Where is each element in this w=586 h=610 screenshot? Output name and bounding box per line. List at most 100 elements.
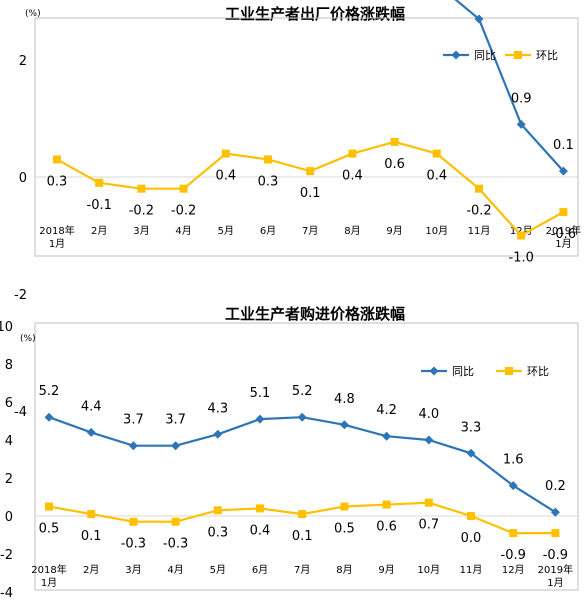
chart-title: 工业生产者购进价格涨跌幅 [225,305,405,323]
data-label: 0.1 [292,529,313,544]
y-tick-label: 10 [0,320,13,335]
data-label: 5.2 [39,384,60,399]
data-label: 3.3 [461,420,482,435]
data-point [264,155,272,163]
x-tick-label: 11月 [468,225,491,237]
data-point [517,232,525,240]
x-tick-label: 10月 [417,564,440,576]
legend-marker [452,51,461,60]
data-label: 2.7 [469,0,490,1]
legend-label: 环比 [536,49,558,62]
data-label: 0.1 [553,138,574,153]
legend-marker [430,367,439,376]
data-label: -0.2 [466,204,491,219]
data-point [95,179,103,187]
data-label: 0.5 [39,522,60,537]
y-tick-label: 6 [5,396,13,411]
data-point [298,413,307,422]
data-label: 0.6 [376,520,397,535]
x-tick-label: 7月 [302,225,318,237]
x-tick-label: 5月 [218,225,234,237]
data-point [467,512,475,520]
data-label: -0.2 [129,204,154,219]
data-point [213,430,222,439]
data-label: -0.6 [551,227,576,242]
x-tick-label: 6月 [260,225,276,237]
y-tick-label: -4 [0,586,13,601]
y-tick-label: -2 [14,288,27,303]
data-point [433,150,441,158]
data-label: 0.1 [300,186,321,201]
legend-marker [505,367,513,375]
x-tick-label: 8月 [336,564,352,576]
data-label: 1.6 [503,453,524,468]
x-tick-label: 11月 [460,564,483,576]
data-point [129,441,138,450]
data-point [306,167,314,175]
data-label: 0.4 [426,169,447,184]
data-point [298,510,306,518]
data-label: 0.5 [334,522,355,537]
data-point [87,428,96,437]
x-tick-label: 7月 [294,564,310,576]
data-label: 4.8 [334,392,355,407]
data-label: 0.7 [418,518,439,533]
data-label: 3.7 [165,413,186,428]
data-point [53,155,61,163]
data-label: 3.7 [123,413,144,428]
data-point [559,208,567,216]
legend-label: 环比 [527,365,549,378]
legend-label: 同比 [474,49,496,62]
x-tick-label: 6月 [252,564,268,576]
data-label: -0.3 [163,537,188,552]
data-point [509,529,517,537]
y-tick-label: 0 [5,510,13,525]
chart-title: 工业生产者出厂价格涨跌幅 [225,5,405,23]
data-point [45,413,54,422]
y-tick-label: 0 [19,171,27,186]
data-label: 0.0 [461,531,482,546]
x-tick-label: 2018年 [31,563,66,576]
data-point [129,518,137,526]
data-point [391,138,399,146]
data-point [222,150,230,158]
data-point [45,503,53,511]
data-point [551,529,559,537]
data-label: 4.4 [81,399,102,414]
x-tick-label: 2月 [83,564,99,576]
x-tick-label: 3月 [125,564,141,576]
data-point [256,415,265,424]
data-point [425,499,433,507]
y-tick-label: 2 [5,472,13,487]
plot-area-border [35,18,578,256]
y-unit-label: (%) [20,334,36,344]
chart-panel-1: 工业生产者出厂价格涨跌幅(%)-4-2024682018年1月2月3月4月5月6… [14,0,581,420]
data-point [348,150,356,158]
data-label: 4.0 [418,407,439,422]
data-point [137,185,145,193]
data-label: 4.2 [376,403,397,418]
data-label: 5.2 [292,384,313,399]
x-tick-label: 12月 [502,564,525,576]
data-label: 0.9 [511,91,532,106]
data-label: 0.3 [258,174,279,189]
data-point [256,504,264,512]
x-tick-label: 3月 [133,225,149,237]
legend: 同比环比 [421,365,549,378]
data-label: 4.3 [207,401,228,416]
data-label: 0.4 [250,523,271,538]
data-label: 0.4 [215,169,236,184]
x-tick-label: 2月 [91,225,107,237]
x-tick-label: 8月 [344,225,360,237]
data-label: 0.4 [342,169,363,184]
data-label: 0.3 [207,525,228,540]
x-tick-label: 5月 [210,564,226,576]
y-tick-label: -4 [14,405,27,420]
x-tick-label: 1月 [49,238,65,250]
data-point [383,501,391,509]
legend: 同比 环比 [443,49,558,62]
data-label: -1.0 [509,251,534,266]
